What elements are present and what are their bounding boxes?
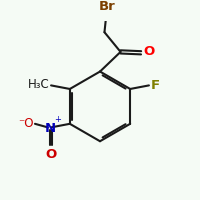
Text: O: O bbox=[45, 148, 57, 161]
Text: +: + bbox=[54, 115, 61, 124]
Text: N: N bbox=[45, 122, 56, 135]
Text: Br: Br bbox=[99, 0, 116, 13]
Text: F: F bbox=[151, 79, 160, 92]
Text: H₃C: H₃C bbox=[28, 78, 50, 91]
Text: O: O bbox=[143, 45, 154, 58]
Text: ⁻O: ⁻O bbox=[18, 117, 34, 130]
